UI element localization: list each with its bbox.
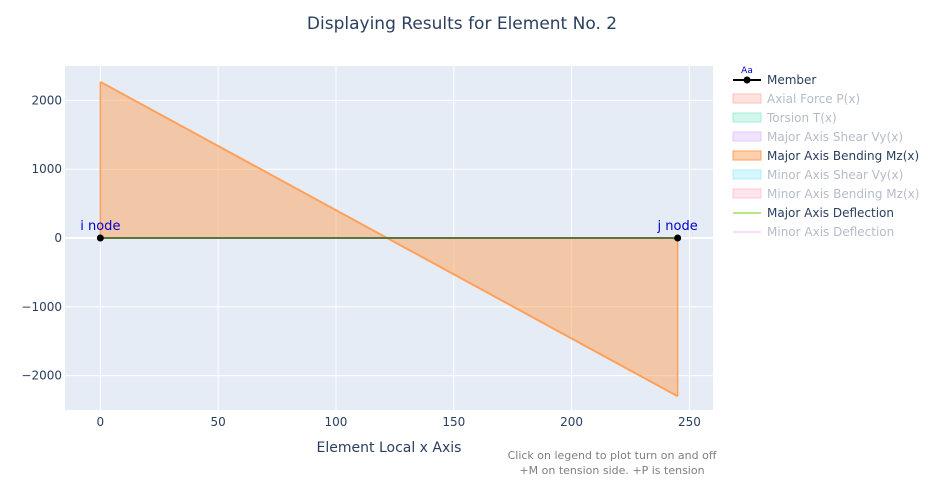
legend-label: Major Axis Bending Mz(x): [767, 149, 919, 163]
x-axis-title: Element Local x Axis: [317, 440, 462, 456]
x-tick-label: 150: [442, 415, 465, 429]
x-tick-labels: 0 50 100 150 200 250: [97, 415, 701, 429]
legend: Aa Member Axial Force P(x) Torsion T(x) Majo…: [732, 66, 919, 239]
legend-label: Axial Force P(x): [767, 92, 860, 106]
node-label: i node: [80, 219, 120, 234]
legend-label: Torsion T(x): [766, 111, 837, 125]
legend-item: Minor Axis Bending Mz(x): [732, 187, 919, 201]
y-tick-labels: −2000 −1000 0 1000 2000: [21, 93, 62, 382]
plot-traces: i node j node: [80, 80, 698, 398]
legend-label: Major Axis Deflection: [767, 206, 894, 220]
y-tick-label: 1000: [31, 162, 62, 176]
legend-swatch: [732, 169, 762, 180]
legend-badge: Aa: [741, 66, 753, 76]
node-label: j node: [657, 219, 698, 234]
note-sign-convention: +M on tension side. +P is tension: [519, 464, 704, 477]
x-tick-label: 250: [678, 415, 701, 429]
x-tick-label: 100: [325, 415, 348, 429]
bending-moment-line: [99, 80, 679, 398]
x-tick-label: 200: [560, 415, 583, 429]
legend-label: Member: [767, 73, 816, 87]
y-tick-label: 2000: [31, 93, 62, 107]
legend-item: Member: [733, 73, 816, 87]
legend-swatch: [732, 150, 762, 161]
legend-label: Minor Axis Bending Mz(x): [767, 187, 919, 201]
member-node-marker: [96, 234, 104, 242]
legend-swatch: [732, 131, 762, 142]
legend-item: Major Axis Shear Vy(x): [732, 130, 903, 144]
legend-item: Torsion T(x): [732, 111, 837, 125]
y-tick-label: −2000: [21, 369, 62, 383]
chart-title: Displaying Results for Element No. 2: [307, 14, 617, 34]
legend-label: Minor Axis Deflection: [767, 225, 894, 239]
legend-item: Major Axis Deflection: [733, 206, 894, 220]
note-legend-toggle: Click on legend to plot turn on and off: [508, 449, 717, 462]
x-tick-label: 0: [97, 415, 105, 429]
y-tick-label: −1000: [21, 300, 62, 314]
legend-item: Major Axis Bending Mz(x): [732, 149, 919, 163]
legend-swatch: [732, 112, 762, 123]
y-tick-label: 0: [54, 231, 62, 245]
legend-item: Axial Force P(x): [732, 92, 860, 106]
member-node-marker: [674, 234, 682, 242]
legend-item: Minor Axis Shear Vy(x): [732, 168, 903, 182]
legend-swatch: [732, 93, 762, 104]
legend-item: Minor Axis Deflection: [733, 225, 894, 239]
x-tick-label: 50: [211, 415, 226, 429]
legend-label: Major Axis Shear Vy(x): [767, 130, 903, 144]
legend-swatch-marker: [743, 76, 751, 84]
legend-label: Minor Axis Shear Vy(x): [767, 168, 903, 182]
legend-swatch: [732, 188, 762, 199]
